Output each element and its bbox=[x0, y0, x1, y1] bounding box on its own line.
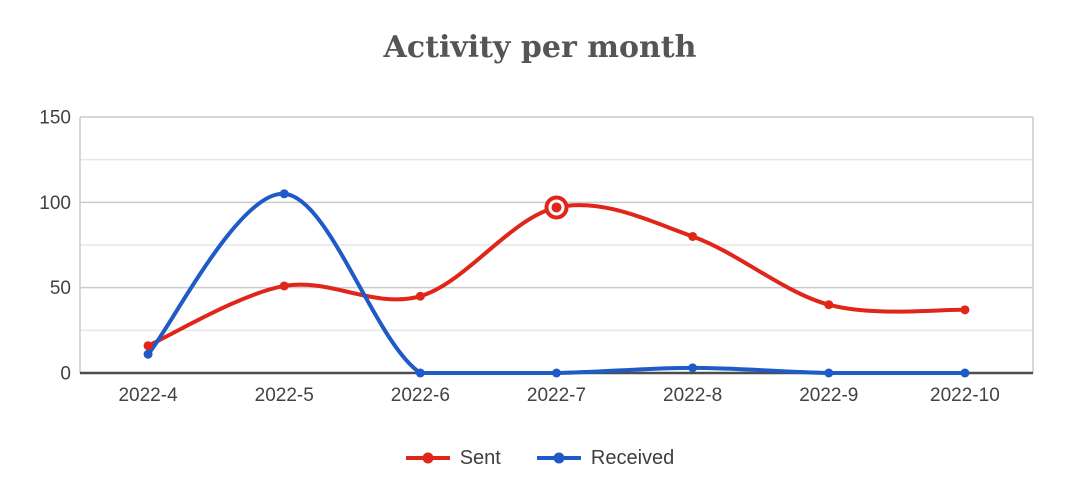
series-line-received bbox=[146, 191, 967, 376]
chart-title: Activity per month bbox=[383, 30, 697, 65]
chart-legend: Sent Received bbox=[0, 444, 1080, 472]
y-axis-label: 100 bbox=[39, 193, 71, 214]
line-chart: 0 50 100 150 2022-4 2022-5 2022-6 2022-7 2022-8 2… bbox=[39, 108, 1034, 406]
data-point-received-2022-5[interactable] bbox=[279, 189, 289, 199]
data-point-sent-2022-8[interactable] bbox=[688, 231, 698, 241]
data-point-sent-2022-6[interactable] bbox=[415, 291, 425, 301]
x-axis-label: 2022-4 bbox=[118, 385, 178, 406]
y-axis-label: 0 bbox=[60, 364, 71, 385]
data-point-sent-2022-10[interactable] bbox=[960, 305, 970, 315]
legend-item-sent: Sent bbox=[405, 446, 501, 470]
data-point-received-2022-9[interactable] bbox=[824, 368, 834, 378]
data-point-received-2022-7[interactable] bbox=[552, 368, 561, 378]
data-point-sent-2022-9[interactable] bbox=[824, 300, 834, 310]
y-axis-label: 50 bbox=[50, 278, 71, 299]
x-axis-label: 2022-8 bbox=[663, 385, 722, 406]
legend-item-received: Received bbox=[536, 446, 675, 470]
series-line-sent bbox=[146, 203, 967, 348]
data-point-received-2022-8[interactable] bbox=[688, 363, 698, 373]
data-point-received-2022-4[interactable] bbox=[143, 349, 153, 359]
data-point-received-2022-6[interactable] bbox=[415, 368, 425, 378]
x-axis-label: 2022-6 bbox=[391, 385, 450, 406]
legend-marker-sent-icon bbox=[405, 452, 450, 464]
x-axis-label: 2022-9 bbox=[799, 385, 858, 406]
selected-point-dot[interactable] bbox=[551, 202, 562, 213]
data-point-sent-2022-5[interactable] bbox=[279, 281, 289, 291]
legend-marker-received-icon bbox=[536, 452, 581, 464]
y-axis-label: 150 bbox=[39, 108, 71, 129]
data-point-sent-2022-4[interactable] bbox=[143, 341, 153, 351]
legend-label: Received bbox=[590, 446, 675, 469]
x-axis-label: 2022-5 bbox=[255, 385, 314, 406]
x-axis-label: 2022-7 bbox=[527, 385, 586, 406]
x-axis-label: 2022-10 bbox=[930, 385, 1000, 406]
legend-label: Sent bbox=[459, 446, 501, 469]
data-point-received-2022-10[interactable] bbox=[960, 368, 970, 378]
